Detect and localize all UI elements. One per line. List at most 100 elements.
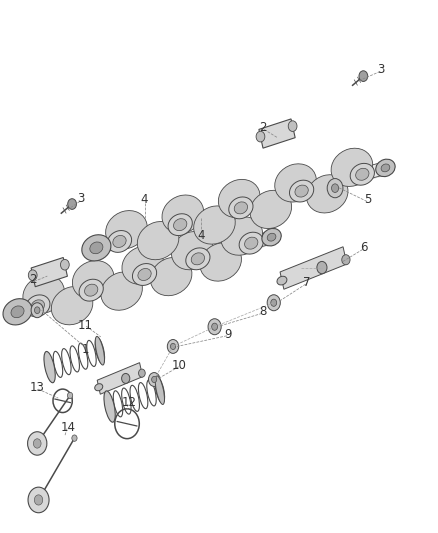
Text: 11: 11	[78, 319, 93, 332]
Ellipse shape	[277, 276, 287, 285]
Ellipse shape	[95, 384, 103, 391]
Ellipse shape	[356, 168, 369, 180]
Circle shape	[317, 261, 327, 274]
Ellipse shape	[267, 233, 276, 241]
Ellipse shape	[194, 206, 235, 244]
Ellipse shape	[350, 164, 374, 185]
Ellipse shape	[3, 298, 32, 325]
Ellipse shape	[82, 235, 111, 261]
Polygon shape	[280, 247, 347, 289]
Text: 2: 2	[259, 122, 267, 134]
Ellipse shape	[331, 148, 373, 187]
Circle shape	[208, 319, 221, 335]
Circle shape	[122, 374, 130, 383]
Ellipse shape	[138, 269, 151, 280]
Ellipse shape	[295, 185, 308, 197]
Circle shape	[72, 435, 77, 441]
Text: 3: 3	[78, 192, 85, 205]
Polygon shape	[31, 257, 67, 287]
Circle shape	[138, 369, 145, 377]
Ellipse shape	[85, 284, 98, 296]
Text: 2: 2	[29, 273, 37, 286]
Ellipse shape	[229, 197, 253, 219]
Circle shape	[148, 373, 160, 386]
Text: 7: 7	[303, 276, 311, 289]
Text: 13: 13	[30, 381, 45, 394]
Ellipse shape	[244, 237, 258, 249]
Ellipse shape	[23, 275, 64, 313]
Ellipse shape	[51, 287, 93, 325]
Circle shape	[68, 199, 77, 209]
Text: 12: 12	[122, 396, 137, 409]
Polygon shape	[95, 161, 387, 254]
Ellipse shape	[171, 231, 213, 270]
Text: 8: 8	[259, 305, 266, 318]
Circle shape	[342, 255, 350, 265]
Ellipse shape	[122, 246, 163, 284]
Circle shape	[267, 295, 280, 311]
Ellipse shape	[234, 202, 247, 214]
Ellipse shape	[137, 222, 179, 260]
Circle shape	[359, 71, 368, 82]
Ellipse shape	[376, 159, 395, 176]
Ellipse shape	[11, 306, 24, 318]
Ellipse shape	[191, 253, 205, 265]
Circle shape	[332, 184, 339, 192]
Ellipse shape	[381, 164, 390, 172]
Circle shape	[33, 439, 41, 448]
Circle shape	[167, 340, 179, 353]
Ellipse shape	[79, 279, 103, 301]
Ellipse shape	[290, 180, 314, 202]
Ellipse shape	[101, 272, 142, 310]
Ellipse shape	[221, 217, 262, 255]
Ellipse shape	[72, 261, 114, 299]
Circle shape	[327, 179, 343, 198]
Ellipse shape	[250, 190, 292, 229]
Ellipse shape	[132, 263, 157, 286]
Text: 1: 1	[81, 343, 89, 356]
Text: 4: 4	[141, 193, 148, 206]
Circle shape	[256, 131, 265, 142]
Circle shape	[271, 299, 277, 306]
Ellipse shape	[150, 257, 192, 296]
Circle shape	[60, 260, 69, 270]
Polygon shape	[16, 231, 273, 318]
Ellipse shape	[168, 214, 192, 236]
Circle shape	[34, 495, 43, 505]
Text: 14: 14	[60, 421, 75, 434]
Ellipse shape	[104, 391, 115, 422]
Ellipse shape	[186, 248, 210, 270]
Text: 3: 3	[378, 63, 385, 76]
Ellipse shape	[173, 219, 187, 231]
Ellipse shape	[107, 231, 131, 252]
Text: 6: 6	[360, 241, 367, 254]
Ellipse shape	[307, 175, 348, 213]
Circle shape	[288, 121, 297, 132]
Ellipse shape	[262, 229, 281, 246]
Circle shape	[35, 307, 40, 313]
Circle shape	[28, 487, 49, 513]
Text: 9: 9	[224, 328, 232, 341]
Ellipse shape	[26, 295, 50, 317]
Polygon shape	[259, 119, 295, 148]
Circle shape	[67, 392, 73, 399]
Circle shape	[28, 270, 37, 280]
Text: 10: 10	[172, 359, 187, 372]
Ellipse shape	[95, 336, 105, 365]
Ellipse shape	[90, 242, 103, 254]
Ellipse shape	[31, 300, 45, 312]
Circle shape	[212, 323, 218, 330]
Ellipse shape	[113, 236, 126, 247]
Circle shape	[152, 376, 157, 383]
Ellipse shape	[106, 211, 147, 249]
Text: 4: 4	[198, 229, 205, 242]
Ellipse shape	[155, 376, 165, 405]
Circle shape	[31, 303, 43, 318]
Circle shape	[28, 432, 47, 455]
Ellipse shape	[162, 195, 204, 233]
Ellipse shape	[219, 180, 260, 217]
Ellipse shape	[275, 164, 316, 202]
Ellipse shape	[200, 243, 241, 281]
Polygon shape	[97, 362, 143, 394]
Ellipse shape	[44, 351, 55, 383]
